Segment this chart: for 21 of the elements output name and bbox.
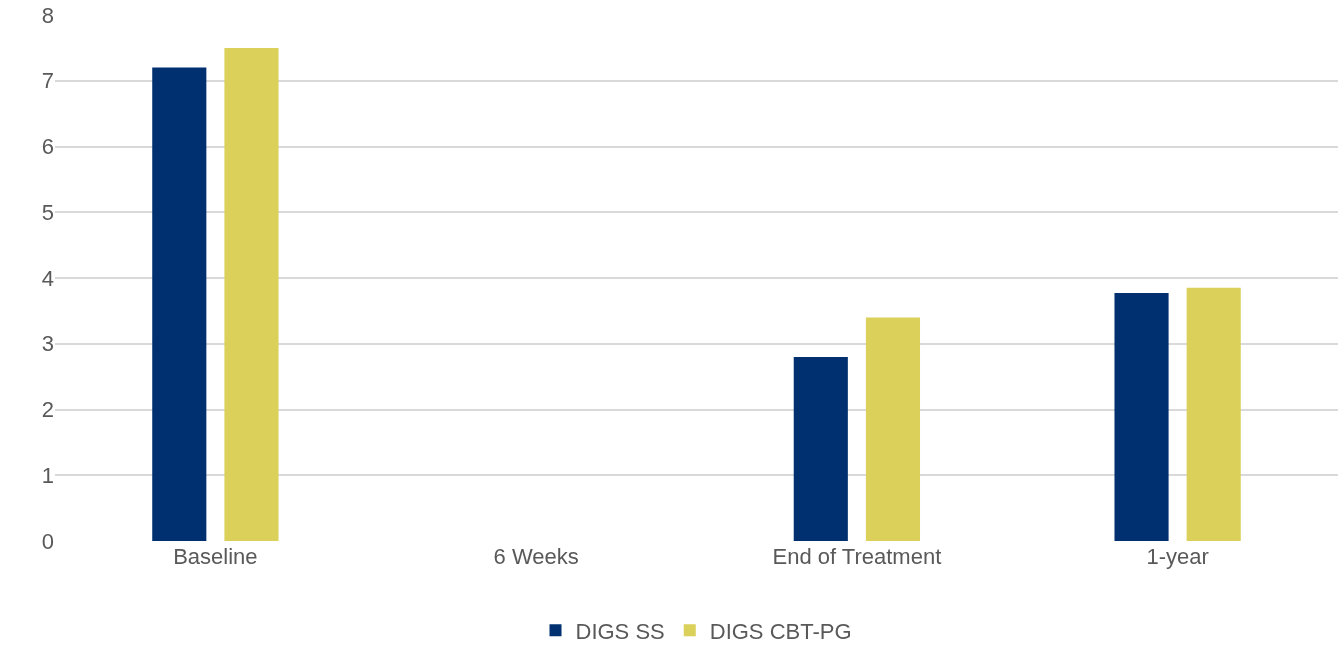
bar — [1186, 287, 1241, 541]
bar — [152, 67, 207, 541]
y-tick-label: 2 — [41, 397, 54, 423]
bar — [1114, 293, 1169, 541]
y-tick-label: 7 — [41, 68, 54, 94]
x-tick-label: End of Treatment — [772, 544, 942, 569]
x-tick-label: Baseline — [173, 544, 258, 569]
y-tick-label: 8 — [41, 2, 54, 28]
bar — [224, 47, 279, 541]
y-tick-label: 3 — [41, 331, 54, 357]
y-tick-label: 1 — [41, 462, 54, 488]
bar — [865, 317, 921, 541]
bar — [793, 356, 848, 541]
legend-label: DIGS SS — [575, 618, 665, 644]
y-tick-label: 5 — [41, 199, 54, 225]
x-tick-label: 1-year — [1146, 544, 1209, 569]
y-tick-label: 4 — [41, 265, 54, 291]
x-tick-label: 6 Weeks — [493, 544, 579, 569]
legend-label: DIGS CBT-PG — [709, 618, 852, 644]
y-tick-label: 6 — [41, 134, 54, 160]
y-tick-label: 0 — [41, 528, 54, 554]
